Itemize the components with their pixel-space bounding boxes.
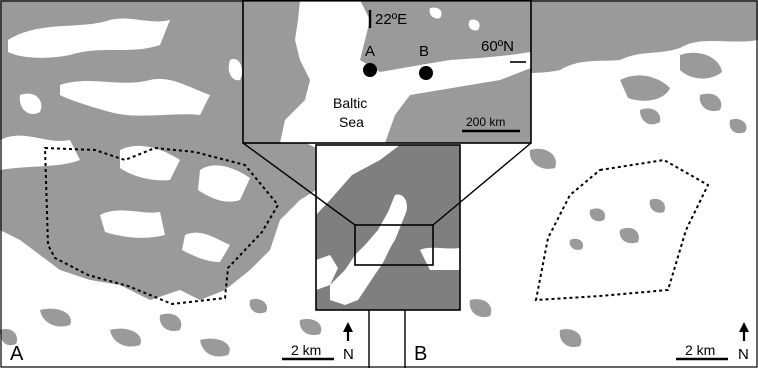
scale-bar-left: 2 km	[282, 342, 334, 361]
north-arrow-left-label: N	[343, 346, 354, 363]
meridian-label: 22ºE	[375, 11, 407, 28]
scale-bar-right-label: 2 km	[685, 342, 715, 358]
north-arrow-right-label: N	[738, 346, 749, 363]
north-arrow-right: N	[738, 322, 749, 363]
study-area-a-outline	[43, 146, 280, 306]
panel-b-label: B	[414, 343, 427, 365]
site-a-marker	[363, 63, 377, 77]
parallel-label: 60ºN	[481, 38, 514, 55]
sea-label-line1: Baltic	[333, 95, 367, 111]
scale-bar-right: 2 km	[676, 342, 728, 361]
site-b-marker	[419, 66, 433, 80]
inset-site-a-label: A	[365, 43, 375, 60]
inset-locator-box	[354, 224, 434, 266]
overview-map-scandinavia	[315, 144, 461, 311]
sea-label-line2: Sea	[339, 114, 364, 130]
inset-site-b-label: B	[419, 43, 429, 60]
scale-bar-left-label: 2 km	[291, 342, 321, 358]
north-arrow-left: N	[343, 322, 354, 363]
inset-scale-label: 200 km	[466, 115, 505, 129]
baltic-inset-map	[242, 0, 532, 144]
study-area-b-outline	[534, 158, 710, 302]
north-arrow-right-icon	[739, 322, 749, 332]
panel-a-label: A	[10, 343, 24, 365]
north-arrow-left-icon	[343, 322, 353, 332]
